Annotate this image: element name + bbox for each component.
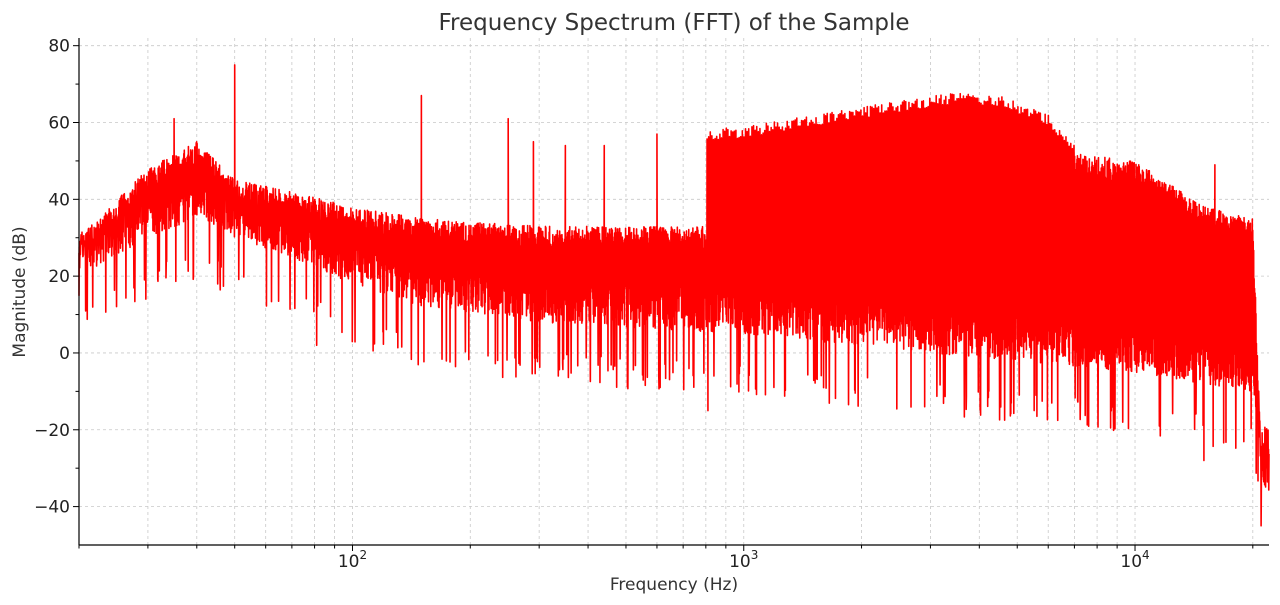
x-tick-exponent: 2	[359, 548, 367, 562]
x-tick-base: 10	[729, 552, 751, 572]
x-tick-label: 104	[1120, 548, 1149, 572]
chart-title: Frequency Spectrum (FFT) of the Sample	[438, 10, 909, 36]
x-tick-label: 103	[729, 548, 758, 572]
y-tick-label: 80	[48, 37, 70, 57]
y-tick-label: 20	[48, 267, 70, 287]
x-tick-label: 102	[338, 548, 367, 572]
y-tick-label: 60	[48, 114, 70, 134]
x-tick-exponent: 3	[751, 548, 759, 562]
y-tick-label: 0	[59, 344, 70, 364]
x-tick-exponent: 4	[1142, 548, 1150, 562]
x-tick-base: 10	[1120, 552, 1142, 572]
series-layer	[78, 64, 1270, 527]
y-tick-label: −20	[34, 421, 70, 441]
y-tick-label: 40	[48, 190, 70, 210]
y-axis-label: Magnitude (dB)	[10, 226, 30, 357]
x-axis-label: Frequency (Hz)	[610, 575, 738, 595]
y-tick-label: −40	[34, 498, 70, 518]
x-tick-base: 10	[338, 552, 360, 572]
spectrum-line	[78, 64, 1270, 527]
